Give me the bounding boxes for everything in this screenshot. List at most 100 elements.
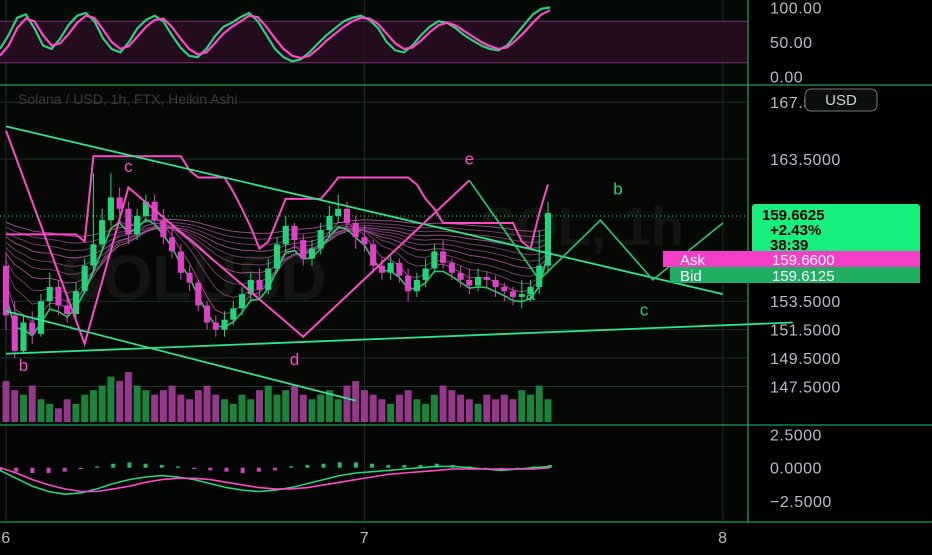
x-tick-label: 7 (360, 530, 369, 547)
x-tick-label: 6 (1, 530, 10, 547)
volume-bar (256, 390, 264, 422)
volume-bar (194, 390, 202, 422)
candle-body (518, 294, 525, 297)
y-tick-label: 50.00 (770, 35, 813, 52)
bid-value: 159.6125 (772, 268, 835, 285)
volume-bar (535, 385, 543, 422)
volume-bar (308, 399, 316, 422)
y-tick-label: 100.00 (770, 0, 822, 17)
candle-body (238, 294, 246, 309)
candle-body (273, 244, 281, 269)
y-tick-label: 0.0000 (770, 461, 822, 478)
volume-bar (264, 385, 272, 422)
candle-body (396, 262, 403, 276)
candle-body (11, 315, 18, 351)
candle-body (134, 215, 141, 235)
last-price: 159.6625 (762, 207, 825, 224)
candle-body (352, 223, 359, 238)
volume-bar (282, 390, 290, 422)
volume-bar (72, 403, 80, 422)
trend-line-upper_channel[interactable] (5, 125, 724, 295)
y-tick-label: 163.5000 (770, 152, 841, 169)
volume-bar (430, 394, 438, 422)
volume-bar (474, 403, 482, 422)
macd-hist-bar (256, 467, 261, 472)
candle-body (492, 279, 499, 287)
candle-body (509, 291, 517, 297)
ask-label: Ask (680, 252, 706, 269)
candle-body (378, 265, 385, 273)
macd-hist-bar (78, 467, 83, 470)
volume-bar (89, 390, 97, 422)
volume-bar (159, 390, 167, 422)
currency-button-label: USD (825, 92, 857, 109)
time-axis[interactable]: 6 7 8 (1, 530, 727, 547)
volume-bar (98, 385, 106, 422)
macd-hist-bar (321, 463, 326, 468)
volume-bar (28, 385, 36, 422)
volume-bar (54, 408, 62, 422)
candle-body (204, 305, 211, 323)
candle-body (413, 279, 420, 292)
volume-bar (492, 399, 500, 422)
volume-bar (19, 394, 27, 422)
zigzag-pink (5, 130, 471, 348)
y-tick-label: 147.5000 (770, 379, 841, 396)
candle-body (265, 268, 272, 290)
volume-bar (212, 394, 220, 422)
candle-body (247, 279, 254, 295)
macd-hist-bar (95, 466, 100, 468)
volume-bar (352, 381, 360, 422)
volume-bar (500, 394, 508, 422)
macd-line-0 (0, 465, 551, 496)
candle-body (527, 286, 534, 295)
wave-label: c (124, 157, 133, 176)
candle-body (501, 286, 508, 292)
volume-bar (317, 394, 325, 422)
candle-body (64, 305, 71, 314)
candle-body (335, 208, 342, 216)
trend-line-lower_channel[interactable] (5, 321, 793, 355)
volume-bar (439, 385, 447, 422)
macd-hist-bar (224, 467, 229, 472)
volume-bar (387, 403, 395, 422)
volume-bar (299, 394, 307, 422)
macd-pane (0, 462, 552, 496)
candle-body (186, 272, 193, 283)
ma-line-50 (5, 218, 549, 237)
candle-body (448, 262, 455, 273)
candle-body (326, 215, 333, 231)
macd-hist-bar (127, 462, 132, 468)
volume-bar (247, 399, 255, 422)
ask-value: 159.6600 (772, 252, 835, 269)
macd-hist-bar (548, 465, 552, 468)
candle-body (466, 279, 473, 286)
ask-tag: Ask 159.6600 (663, 251, 920, 269)
y-tick-label: 153.5000 (770, 294, 841, 311)
volume-bar (177, 394, 185, 422)
trend-line-down_trend[interactable] (5, 310, 356, 402)
candle-body (308, 248, 316, 259)
volume-bar (544, 399, 552, 422)
bid-tag: Bid 159.6125 (670, 267, 920, 285)
macd-hist-bar (418, 465, 423, 468)
stoch-line-0 (0, 6, 551, 63)
y-tick-label: 0.00 (770, 70, 803, 87)
candle-body (90, 244, 97, 266)
volume-bar (11, 390, 19, 422)
macd-hist-bar (402, 465, 407, 468)
candle-body (107, 197, 114, 221)
volume-bar (457, 394, 465, 422)
macd-hist-bar (159, 465, 164, 468)
volume-bar (151, 394, 159, 422)
price-axis[interactable]: 100.0050.000.00167.5000163.5000153.50001… (770, 0, 841, 510)
candle-body (361, 237, 368, 245)
wave-label: e (465, 150, 474, 169)
candle-body (457, 272, 464, 280)
y-tick-label: 2.5000 (770, 428, 822, 445)
volume-bar (483, 394, 491, 422)
currency-button[interactable]: USD (804, 88, 878, 112)
candle-body (55, 286, 62, 306)
